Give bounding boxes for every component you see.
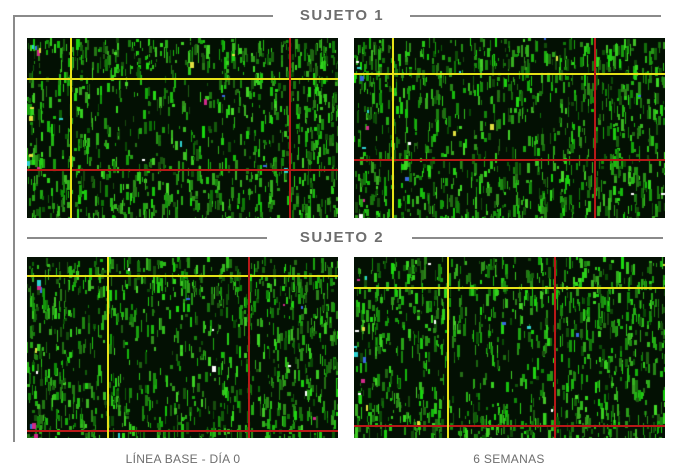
scan-image-subject-1-baseline — [27, 38, 338, 218]
yellow-gridline — [27, 78, 338, 80]
frame-left-line — [13, 15, 15, 442]
frame-top-left-line — [13, 15, 273, 17]
yellow-gridline — [392, 38, 394, 218]
scan-image-subject-2-week-6 — [354, 257, 665, 438]
section-title-subject-2: SUJETO 2 — [276, 229, 408, 247]
red-gridline — [289, 38, 291, 218]
yellow-gridline — [70, 38, 72, 218]
red-gridline — [27, 169, 338, 171]
red-gridline — [554, 257, 556, 438]
red-gridline — [354, 425, 665, 427]
red-gridline — [354, 159, 665, 161]
red-gridline — [248, 257, 250, 438]
yellow-gridline — [107, 257, 109, 438]
yellow-gridline — [27, 275, 338, 277]
frame-middle-right-line — [412, 237, 663, 239]
scan-image-subject-2-baseline — [27, 257, 338, 438]
frame-top-right-line — [410, 15, 661, 17]
frame-middle-left-line — [27, 237, 267, 239]
yellow-gridline — [354, 73, 665, 75]
yellow-gridline — [354, 287, 665, 289]
scan-image-subject-1-week-6 — [354, 38, 665, 218]
caption-baseline-day-0: LÍNEA BASE - DÍA 0 — [125, 452, 241, 466]
red-gridline — [594, 38, 596, 218]
yellow-gridline — [447, 257, 449, 438]
caption-6-weeks: 6 SEMANAS — [473, 452, 545, 466]
section-title-subject-1: SUJETO 1 — [276, 7, 408, 25]
red-gridline — [27, 430, 338, 432]
